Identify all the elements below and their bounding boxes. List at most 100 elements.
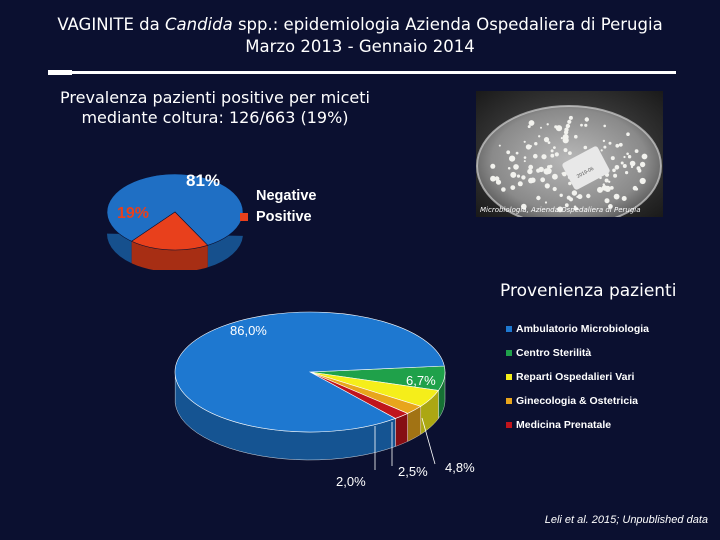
colony-dot bbox=[510, 185, 516, 190]
slide-title: VAGINITE da Candida spp.: epidemiologia … bbox=[0, 14, 720, 58]
colony-dot bbox=[536, 168, 541, 173]
colony-dot bbox=[552, 173, 558, 180]
colony-dot bbox=[528, 177, 534, 184]
colony-dot bbox=[580, 123, 583, 127]
colony-dot bbox=[490, 175, 496, 182]
colony-dot bbox=[516, 174, 521, 178]
subtitle-line1: Prevalenza pazienti positive per miceti bbox=[60, 88, 370, 107]
provenance-leader-line-2 bbox=[421, 417, 436, 465]
prevalence-pie-side-1 bbox=[131, 241, 208, 270]
colony-dot bbox=[571, 190, 578, 196]
provenance-data-label-4: 2,0% bbox=[336, 474, 366, 489]
legend-swatch-centro-sterilita bbox=[506, 350, 512, 356]
colony-dot bbox=[490, 163, 496, 169]
colony-dot bbox=[513, 164, 518, 169]
colony-dot bbox=[566, 195, 571, 200]
colony-dot bbox=[559, 193, 563, 197]
legend-item-ginecologia: Ginecologia & Ostetricia bbox=[506, 394, 638, 408]
colony-dot bbox=[540, 126, 542, 129]
colony-dot bbox=[584, 123, 588, 127]
title-part1: VAGINITE da bbox=[57, 15, 165, 34]
colony-dot bbox=[634, 149, 639, 153]
colony-dot bbox=[528, 120, 535, 126]
colony-dot bbox=[621, 196, 627, 201]
colony-dot bbox=[517, 181, 523, 187]
colony-dot bbox=[515, 151, 519, 155]
title-part3: spp.: epidemiologia Azienda Ospedaliera … bbox=[232, 15, 663, 34]
colony-dot bbox=[568, 151, 572, 155]
title-rule bbox=[48, 71, 676, 74]
colony-dot bbox=[507, 167, 511, 170]
colony-dot bbox=[523, 156, 527, 159]
citation-footer: Leli et al. 2015; Unpublished data bbox=[544, 514, 708, 526]
colony-dot bbox=[521, 175, 526, 180]
colony-dot bbox=[553, 146, 556, 149]
colony-dot bbox=[622, 164, 627, 168]
colony-dot bbox=[538, 135, 541, 138]
colony-dot bbox=[534, 142, 538, 146]
title-line2: Marzo 2013 - Gennaio 2014 bbox=[245, 37, 475, 56]
legend-item-centro-sterilita: Centro Sterilità bbox=[506, 346, 591, 360]
provenance-pie-side-4 bbox=[395, 413, 408, 447]
colony-dot bbox=[623, 155, 626, 159]
colony-dot bbox=[613, 173, 618, 178]
colony-dot bbox=[639, 161, 646, 168]
legend-label-medicina-prenatale: Medicina Prenatale bbox=[516, 419, 612, 431]
colony-dot bbox=[562, 134, 569, 140]
colony-dot bbox=[615, 143, 620, 148]
petri-dish-photo: 2019-06 bbox=[476, 91, 663, 217]
colony-dot bbox=[495, 179, 502, 185]
colony-dot bbox=[641, 153, 648, 160]
colony-dot bbox=[608, 141, 612, 145]
colony-dot bbox=[529, 145, 532, 148]
colony-dot bbox=[637, 168, 642, 173]
colony-dot bbox=[604, 178, 609, 183]
colony-dot bbox=[565, 123, 571, 129]
colony-dot bbox=[574, 134, 578, 139]
colony-dot bbox=[626, 132, 630, 136]
colony-dot bbox=[546, 123, 549, 126]
colony-dot bbox=[639, 177, 646, 185]
colony-dot bbox=[568, 181, 572, 186]
colony-dot bbox=[561, 172, 564, 175]
colony-dot bbox=[627, 155, 632, 159]
colony-dot bbox=[620, 161, 624, 165]
colony-dot bbox=[630, 165, 634, 169]
colony-dot bbox=[576, 195, 579, 198]
colony-dot bbox=[584, 117, 589, 122]
colony-dot bbox=[574, 207, 579, 211]
colony-dot bbox=[533, 153, 538, 159]
colony-dot bbox=[560, 137, 563, 140]
colony-dot bbox=[608, 204, 613, 209]
colony-dot bbox=[550, 149, 554, 153]
colony-dot bbox=[603, 145, 607, 149]
colony-dot bbox=[586, 193, 591, 199]
subtitle-line2: mediante coltura: 126/663 (19%) bbox=[81, 108, 349, 127]
colony-dot bbox=[564, 127, 569, 132]
colony-dot bbox=[540, 177, 546, 183]
colony-dot bbox=[583, 145, 588, 150]
colony-dot bbox=[563, 148, 568, 153]
legend-swatch-positive bbox=[240, 213, 248, 221]
colony-dot bbox=[509, 155, 516, 162]
colony-dot bbox=[612, 168, 616, 173]
prevalence-data-label-0: 81% bbox=[186, 171, 220, 190]
colony-dot bbox=[521, 203, 527, 210]
photo-caption: Microbiologia, Azienda Ospedaliera di Pe… bbox=[480, 206, 641, 214]
colony-dot bbox=[613, 193, 620, 200]
colony-dot bbox=[501, 187, 506, 192]
colony-dot bbox=[552, 186, 557, 192]
colony-dot bbox=[603, 124, 606, 128]
colony-dot bbox=[626, 152, 629, 156]
legend-item-ambulatorio: Ambulatorio Microbiologia bbox=[506, 322, 649, 336]
colony-dot bbox=[545, 167, 552, 175]
prevalence-subtitle: Prevalenza pazienti positive per miceti … bbox=[40, 88, 390, 128]
prevalence-pie-slice-0 bbox=[106, 173, 244, 246]
colony-dot bbox=[564, 203, 569, 208]
legend-item-negative: Negative bbox=[240, 186, 316, 206]
legend-label-positive: Positive bbox=[256, 209, 312, 225]
colony-dot bbox=[618, 142, 623, 147]
title-rule-accent bbox=[48, 70, 72, 75]
legend-label-ambulatorio: Ambulatorio Microbiologia bbox=[516, 323, 649, 335]
colony-dot bbox=[609, 186, 614, 190]
